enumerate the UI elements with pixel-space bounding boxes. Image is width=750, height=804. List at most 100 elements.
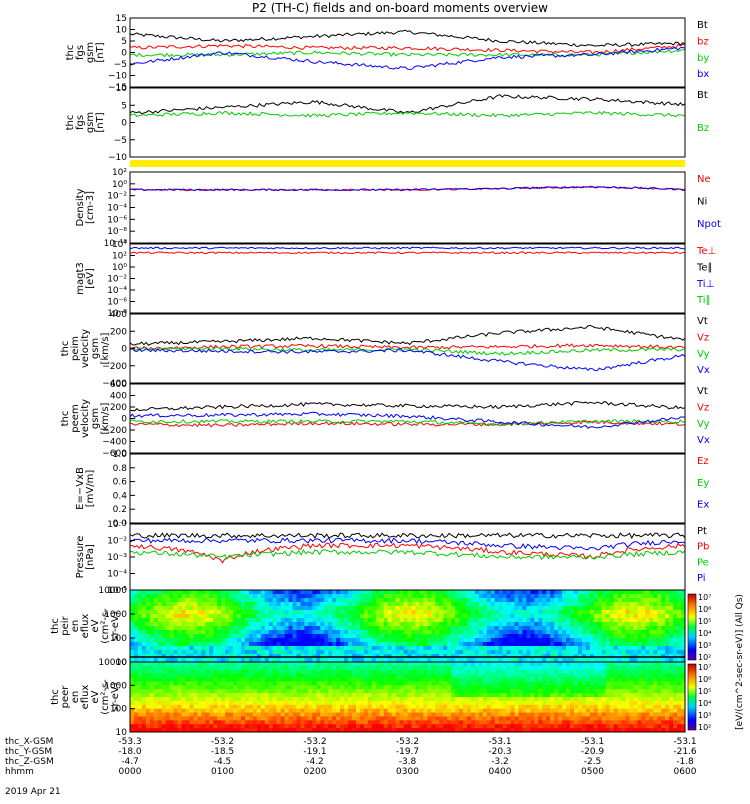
- spectrogram-cell: [542, 662, 546, 666]
- spectrogram-cell: [649, 646, 653, 651]
- spectrogram-cell: [622, 681, 626, 685]
- spectrogram-cell: [463, 678, 467, 682]
- spectrogram-cell: [170, 594, 174, 599]
- spectrogram-cell: [182, 666, 186, 670]
- spectrogram-cell: [245, 666, 249, 670]
- spectrogram-cell: [154, 701, 158, 705]
- spectrogram-cell: [570, 720, 574, 724]
- spectrogram-cell: [408, 626, 412, 631]
- spectrogram-cell: [388, 646, 392, 651]
- spectrogram-cell: [641, 626, 645, 631]
- spectrogram-cell: [558, 716, 562, 720]
- spectrogram-cell: [178, 670, 182, 674]
- spectrogram-cell: [182, 614, 186, 619]
- spectrogram-cell: [495, 693, 499, 697]
- spectrogram-cell: [217, 709, 221, 713]
- spectrogram-cell: [340, 716, 344, 720]
- spectrogram-cell: [205, 705, 209, 709]
- spectrogram-cell: [475, 666, 479, 670]
- spectrogram-cell: [586, 674, 590, 678]
- spectrogram-cell: [324, 720, 328, 724]
- spectrogram-cell: [447, 713, 451, 717]
- spectrogram-cell: [495, 610, 499, 615]
- spectrogram-cell: [297, 602, 301, 607]
- spectrogram-cell: [130, 618, 134, 623]
- spectrogram-cell: [352, 713, 356, 717]
- spectrogram-cell: [134, 642, 138, 647]
- spectrogram-cell: [677, 626, 681, 631]
- spectrogram-cell: [332, 705, 336, 709]
- spectrogram-cell: [261, 716, 265, 720]
- spectrogram-cell: [336, 697, 340, 701]
- spectrogram-cell: [566, 670, 570, 674]
- spectrogram-cell: [372, 626, 376, 631]
- spectrogram-cell: [396, 594, 400, 599]
- spectrogram-cell: [170, 598, 174, 603]
- spectrogram-cell: [415, 642, 419, 647]
- spectrogram-cell: [217, 713, 221, 717]
- spectrogram-cell: [162, 678, 166, 682]
- spectrogram-cell: [396, 666, 400, 670]
- spectrogram-cell: [233, 670, 237, 674]
- spectrogram-cell: [130, 622, 134, 627]
- spectrogram-cell: [491, 638, 495, 643]
- spectrogram-cell: [193, 709, 197, 713]
- spectrogram-cell: [332, 634, 336, 639]
- spectrogram-cell: [237, 705, 241, 709]
- spectrogram-cell: [622, 685, 626, 689]
- spectrogram-cell: [530, 650, 534, 655]
- spectrogram-cell: [201, 681, 205, 685]
- spectrogram-cell: [154, 709, 158, 713]
- spectrogram-cell: [352, 685, 356, 689]
- spectrogram-cell: [269, 678, 273, 682]
- y-tick-label: −400: [102, 438, 127, 448]
- spectrogram-cell: [487, 697, 491, 701]
- spectrogram-cell: [293, 622, 297, 627]
- spectrogram-cell: [134, 701, 138, 705]
- spectrogram-cell: [360, 646, 364, 651]
- spectrogram-cell: [443, 594, 447, 599]
- spectrogram-cell: [277, 662, 281, 666]
- spectrogram-cell: [344, 670, 348, 674]
- spectrogram-cell: [463, 594, 467, 599]
- spectrogram-cell: [233, 642, 237, 647]
- spectrogram-cell: [626, 638, 630, 643]
- spectrogram-cell: [483, 618, 487, 623]
- spectrogram-cell: [293, 662, 297, 666]
- spectrogram-cell: [213, 701, 217, 705]
- spectrogram-cell: [146, 697, 150, 701]
- spectrogram-cell: [146, 713, 150, 717]
- spectrogram-cell: [618, 638, 622, 643]
- spectrogram-cell: [558, 598, 562, 603]
- spectrogram-cell: [574, 681, 578, 685]
- y-tick-label: 200: [110, 327, 127, 337]
- spectrogram-cell: [475, 674, 479, 678]
- spectrogram-cell: [162, 666, 166, 670]
- spectrogram-cell: [249, 678, 253, 682]
- spectrogram-cell: [253, 701, 257, 705]
- spectrogram-cell: [265, 602, 269, 607]
- spectrogram-cell: [562, 634, 566, 639]
- spectrogram-cell: [213, 630, 217, 635]
- spectrogram-cell: [396, 638, 400, 643]
- spectrogram-cell: [423, 697, 427, 701]
- spectrogram-cell: [594, 626, 598, 631]
- spectrogram-cell: [130, 642, 134, 647]
- legend-bx: bx: [697, 69, 709, 80]
- spectrogram-cell: [419, 630, 423, 635]
- spectrogram-cell: [522, 720, 526, 724]
- spectrogram-cell: [142, 681, 146, 685]
- spectrogram-cell: [229, 697, 233, 701]
- spectrogram-cell: [304, 618, 308, 623]
- spectrogram-cell: [253, 709, 257, 713]
- spectrogram-cell: [499, 610, 503, 615]
- spectrogram-cell: [443, 685, 447, 689]
- spectrogram-cell: [142, 701, 146, 705]
- spectrogram-cell: [225, 716, 229, 720]
- spectrogram-cell: [134, 662, 138, 666]
- spectrogram-cell: [213, 622, 217, 627]
- spectrogram-cell: [598, 626, 602, 631]
- spectrogram-cell: [166, 606, 170, 611]
- spectrogram-cell: [622, 606, 626, 611]
- spectrogram-cell: [340, 622, 344, 627]
